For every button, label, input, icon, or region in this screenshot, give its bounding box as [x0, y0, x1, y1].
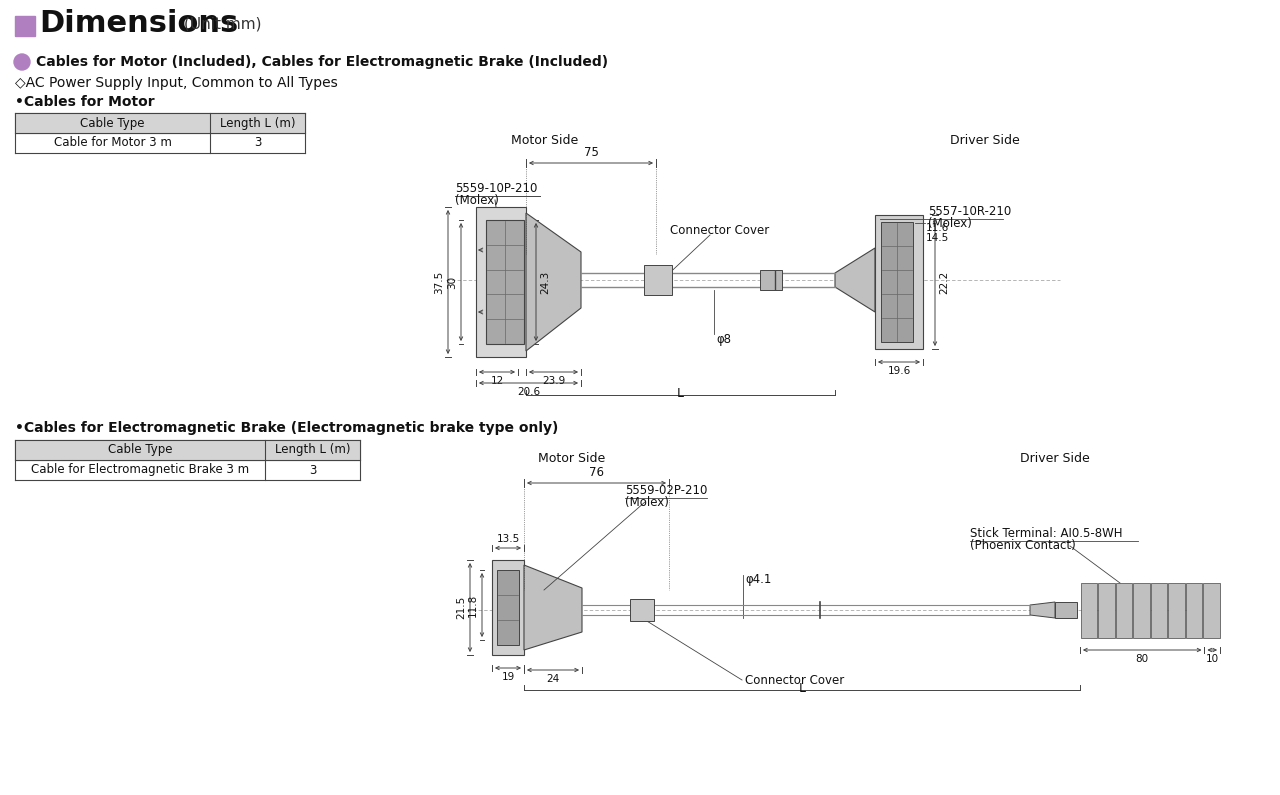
Bar [1169, 583, 1184, 638]
Text: Length L (m): Length L (m) [275, 444, 351, 456]
Text: 20.6: 20.6 [517, 387, 540, 397]
Text: (Molex): (Molex) [928, 217, 972, 230]
Polygon shape [1030, 602, 1055, 618]
Bar [1080, 583, 1097, 638]
Bar [1098, 583, 1115, 638]
Text: 24: 24 [547, 674, 559, 684]
Bar [15, 16, 35, 36]
Text: Dimensions: Dimensions [38, 10, 238, 38]
Bar [630, 599, 654, 621]
Bar [492, 560, 524, 655]
Text: 30: 30 [447, 275, 457, 289]
Bar [476, 207, 526, 357]
Text: (Molex): (Molex) [625, 496, 669, 509]
Text: 3: 3 [308, 463, 316, 476]
Text: 19.6: 19.6 [887, 366, 910, 376]
Text: •Cables for Electromagnetic Brake (Electromagnetic brake type only): •Cables for Electromagnetic Brake (Elect… [15, 421, 558, 435]
Bar [1185, 583, 1202, 638]
Text: Driver Side: Driver Side [1020, 452, 1089, 464]
Text: •Cables for Motor: •Cables for Motor [15, 95, 155, 109]
Text: Cable for Electromagnetic Brake 3 m: Cable for Electromagnetic Brake 3 m [31, 463, 250, 476]
Text: Connector Cover: Connector Cover [745, 673, 845, 687]
Text: 23.9: 23.9 [541, 376, 566, 386]
Text: 5559-10P-210: 5559-10P-210 [454, 182, 538, 195]
Text: L: L [677, 387, 684, 400]
Text: 5557-10R-210: 5557-10R-210 [928, 205, 1011, 218]
Text: 12: 12 [490, 376, 503, 386]
Bar [1115, 583, 1132, 638]
Text: 3: 3 [253, 137, 261, 149]
Text: Motor Side: Motor Side [539, 452, 605, 464]
Text: 24.3: 24.3 [540, 270, 550, 293]
Text: 22.2: 22.2 [940, 270, 948, 293]
Text: Cables for Motor (Included), Cables for Electromagnetic Brake (Included): Cables for Motor (Included), Cables for … [36, 55, 608, 69]
Text: 76: 76 [589, 466, 604, 479]
Text: φ8: φ8 [716, 333, 731, 347]
Text: 11.6: 11.6 [925, 223, 950, 233]
Text: L: L [799, 682, 805, 695]
Text: 80: 80 [1135, 654, 1148, 664]
Text: 37.5: 37.5 [434, 270, 444, 293]
Text: Length L (m): Length L (m) [220, 117, 296, 130]
Text: 75: 75 [584, 146, 599, 159]
Bar [876, 215, 923, 349]
Polygon shape [835, 248, 876, 312]
Text: 19: 19 [502, 672, 515, 682]
Bar [15, 113, 305, 133]
Bar [1133, 583, 1149, 638]
Text: (Molex): (Molex) [454, 194, 499, 207]
Bar [15, 440, 360, 460]
Bar [1203, 583, 1220, 638]
Bar [486, 220, 524, 344]
Bar [881, 222, 913, 342]
Bar [760, 270, 782, 290]
Text: Cable Type: Cable Type [108, 444, 173, 456]
Text: Cable Type: Cable Type [81, 117, 145, 130]
Text: Driver Side: Driver Side [950, 134, 1020, 146]
Text: Stick Terminal: AI0.5-8WH: Stick Terminal: AI0.5-8WH [970, 527, 1123, 540]
Text: 13.5: 13.5 [497, 534, 520, 544]
Text: Cable for Motor 3 m: Cable for Motor 3 m [54, 137, 172, 149]
Text: 5559-02P-210: 5559-02P-210 [625, 484, 708, 497]
Text: Connector Cover: Connector Cover [671, 223, 769, 236]
Bar [1055, 602, 1076, 618]
Text: (Unit mm): (Unit mm) [184, 17, 261, 32]
Polygon shape [526, 213, 581, 351]
Bar [644, 265, 672, 295]
Text: 11.8: 11.8 [468, 593, 477, 617]
Text: ◇AC Power Supply Input, Common to All Types: ◇AC Power Supply Input, Common to All Ty… [15, 76, 338, 90]
Bar [1151, 583, 1167, 638]
Text: 21.5: 21.5 [456, 596, 466, 619]
Text: φ4.1: φ4.1 [745, 573, 772, 587]
Bar [497, 570, 518, 645]
Text: (Phoenix Contact): (Phoenix Contact) [970, 539, 1075, 552]
Circle shape [14, 54, 29, 70]
Text: Motor Side: Motor Side [512, 134, 579, 146]
Text: 10: 10 [1206, 654, 1219, 664]
Text: 14.5: 14.5 [925, 233, 950, 243]
Polygon shape [524, 565, 582, 650]
